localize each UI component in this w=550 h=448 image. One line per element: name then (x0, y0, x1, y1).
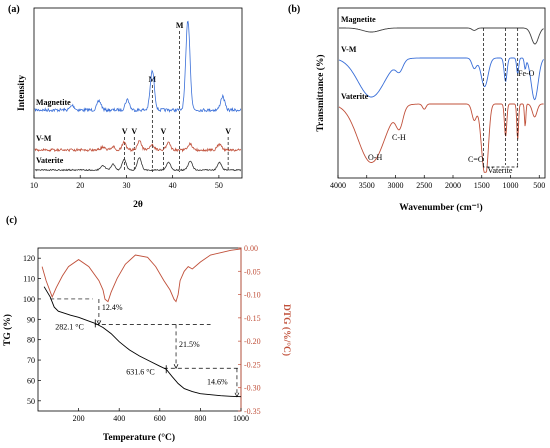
panel-a-xlabel: 2θ (133, 200, 143, 210)
panel-c-xlabel: Temperature (°C) (103, 432, 175, 443)
c-yrtick-label-4: -0.20 (244, 337, 261, 346)
b-xtick-label-3: 2500 (416, 181, 432, 190)
panel-c-ylabel-right: DTG (%/°C) (281, 304, 292, 356)
a-series-vm (34, 140, 242, 153)
a-xtick-label-1: 20 (76, 181, 84, 190)
panel-a-label: (a) (8, 4, 20, 15)
panel-c-series (41, 248, 242, 398)
c-yltick-label-3: 80 (27, 336, 35, 345)
c-yrtick-label-5: -0.25 (244, 360, 261, 369)
panel-c-ticks: 200 400 600 800 1000 50 60 70 80 90 100 110 120 0.00 -… (23, 244, 261, 423)
c-xtick-label-3: 800 (194, 414, 206, 423)
panel-b-series (338, 27, 544, 173)
b-xtick-label-5: 1500 (474, 181, 490, 190)
c-xtick-label-2: 600 (154, 414, 166, 423)
series-label-vm-b: V-M (341, 45, 357, 54)
c-annotation-0: 12.4% (102, 303, 123, 312)
panel-a-peak-markers: MMV V V V (122, 21, 231, 172)
b-xtick-label-6: 1000 (503, 181, 519, 190)
series-label-vaterite-a: Vaterite (36, 156, 64, 165)
panel-c-label: (c) (6, 215, 17, 226)
c-series-dtg (41, 248, 242, 303)
panel-b-ylabel: Transmittance (%) (315, 54, 326, 131)
c-series-tg (43, 286, 242, 398)
c-yltick-label-2: 70 (27, 356, 35, 365)
panel-a-series (34, 20, 242, 172)
b-xtick-label-1: 3500 (359, 181, 375, 190)
panel-c-ylabel-left: TG (%) (2, 314, 13, 346)
panel-b-ticks: 4000 3500 3000 2500 2000 1500 1000 500 (330, 175, 545, 190)
c-annotation-3: 631.6 °C (126, 367, 155, 376)
a-xtick-label-3: 40 (169, 181, 177, 190)
b-vaterite-bracket (483, 165, 519, 168)
c-xtick-label-1: 400 (113, 414, 125, 423)
b-xtick-label-7: 500 (533, 181, 545, 190)
c-yltick-label-5: 100 (23, 295, 35, 304)
annot-oh: O-H (368, 153, 382, 162)
series-label-magnetite-a: Magnetite (36, 98, 71, 107)
c-yltick-label-4: 90 (27, 315, 35, 324)
series-label-vaterite-b: Vaterite (341, 92, 369, 101)
c-yltick-label-7: 120 (23, 254, 35, 263)
series-label-vm-a: V-M (36, 134, 52, 143)
panel-b: (b) Wavenumber (cm⁻¹) Transmittance (%) … (288, 4, 546, 213)
panel-b-xlabel: Wavenumber (cm⁻¹) (399, 202, 482, 213)
c-yltick-label-6: 110 (23, 275, 35, 284)
b-series-vaterite (338, 103, 544, 173)
b-xtick-label-0: 4000 (330, 181, 346, 190)
panel-b-frame (337, 7, 546, 179)
c-yltick-label-0: 50 (27, 397, 35, 406)
a-peak-label-2: V (122, 127, 128, 136)
c-annotation-2: 21.5% (179, 340, 200, 349)
c-annotation-1: 282.1 °C (55, 323, 84, 332)
a-peak-label-4: V (161, 127, 167, 136)
a-peak-label-3: V (131, 127, 137, 136)
c-yrtick-label-0: 0.00 (244, 244, 258, 253)
annot-co: C=O (468, 155, 484, 164)
a-xtick-label-0: 10 (30, 181, 38, 190)
panel-a: (a) 2θ Intensity 10 20 30 40 50 MMV V V V Magne… (8, 4, 243, 210)
c-yrtick-label-7: -0.35 (244, 407, 261, 416)
panel-a-ticks: 10 20 30 40 50 (30, 175, 223, 190)
a-series-magnetite (34, 20, 242, 113)
b-series-vm (338, 57, 544, 101)
a-xtick-label-4: 50 (215, 181, 223, 190)
panel-a-frame (33, 7, 243, 179)
c-annotation-4: 14.6% (207, 378, 228, 387)
panel-b-guides (483, 28, 519, 168)
a-peak-label-1: M (176, 21, 184, 30)
b-series-magnetite (339, 27, 544, 45)
a-xtick-label-2: 30 (122, 181, 130, 190)
c-xtick-label-0: 200 (73, 414, 85, 423)
a-series-vaterite (34, 157, 242, 172)
panel-a-ylabel: Intensity (17, 75, 27, 111)
annot-ch: C-H (392, 133, 406, 142)
c-yrtick-label-3: -0.15 (244, 314, 261, 323)
b-xtick-label-2: 3000 (388, 181, 404, 190)
c-yrtick-label-6: -0.30 (244, 384, 261, 393)
a-peak-label-5: V (225, 127, 231, 136)
annot-feo: Fe-O (518, 69, 535, 78)
series-label-magnetite-b: Magnetite (341, 15, 376, 24)
b-xtick-label-4: 2000 (445, 181, 461, 190)
panel-c-annotations: 12.4% 282.1 °C 21.5% 631.6 °C 14.6% (50, 298, 240, 398)
c-yltick-label-1: 60 (27, 376, 35, 385)
c-arrow-head-1 (173, 364, 179, 369)
annot-vaterite: Vaterite (488, 166, 513, 175)
c-yrtick-label-2: -0.10 (244, 291, 261, 300)
c-yrtick-label-1: -0.05 (244, 267, 261, 276)
a-peak-label-0: M (149, 75, 157, 84)
c-arrow-head-2 (234, 392, 240, 398)
panel-c: (c) Temperature (°C) TG (%) DTG (%/°C) 2… (2, 215, 292, 443)
c-arrow-head-0 (96, 320, 102, 326)
panel-b-label: (b) (288, 4, 300, 15)
c-xtick-label-4: 1000 (233, 414, 249, 423)
